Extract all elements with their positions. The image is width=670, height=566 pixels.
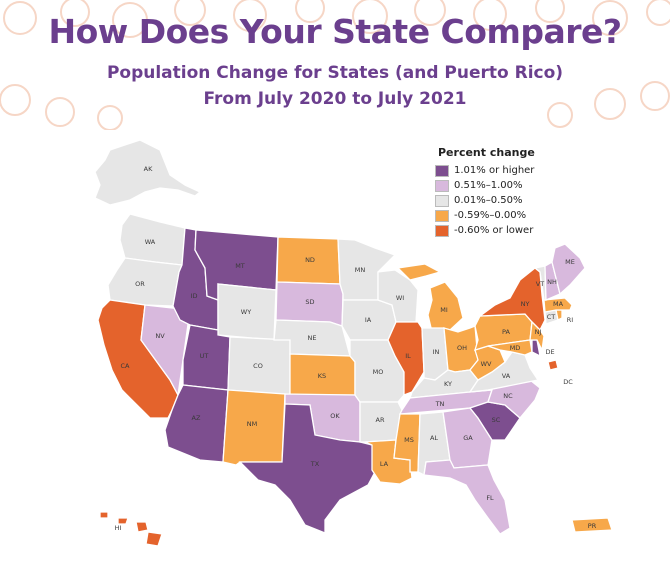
state-VT — [533, 265, 547, 301]
label-FL: FL — [486, 494, 494, 502]
legend-swatch — [435, 164, 449, 177]
legend-title: Percent change — [438, 146, 535, 159]
page-title: How Does Your State Compare? — [48, 12, 622, 51]
state-MA — [543, 297, 573, 313]
label-NJ: NJ — [535, 328, 542, 336]
state-NJ — [529, 320, 545, 353]
label-NY: NY — [521, 300, 530, 308]
state-HI — [99, 511, 163, 547]
legend-swatch — [435, 224, 449, 237]
label-NE: NE — [308, 334, 317, 342]
label-CT: CT — [547, 313, 556, 321]
label-PR: PR — [588, 522, 597, 530]
label-OH: OH — [457, 344, 467, 352]
state-IL — [387, 321, 425, 396]
legend-item: 1.01% or higher — [435, 163, 575, 178]
label-AK: AK — [144, 165, 153, 173]
state-PR — [571, 517, 613, 533]
label-UT: UT — [200, 352, 209, 360]
label-LA: LA — [380, 460, 389, 468]
label-HI: HI — [115, 524, 122, 532]
state-DC — [547, 359, 559, 371]
legend-item: -0.59%–0.00% — [435, 208, 575, 223]
map-legend: Percent change 1.01% or higher 0.51%–1.0… — [435, 146, 575, 238]
label-VA: VA — [502, 372, 511, 380]
legend-swatch — [435, 194, 449, 207]
label-IN: IN — [433, 348, 440, 356]
legend-label: 0.01%–0.50% — [454, 195, 523, 206]
label-NC: NC — [503, 392, 513, 400]
label-SD: SD — [305, 298, 314, 306]
legend-label: -0.60% or lower — [454, 225, 534, 236]
state-FL — [423, 459, 511, 535]
label-AL: AL — [430, 434, 438, 442]
label-ND: ND — [305, 256, 315, 264]
legend-label: 0.51%–1.00% — [454, 180, 523, 191]
label-TX: TX — [310, 460, 320, 468]
state-ME — [551, 243, 586, 296]
label-DC: DC — [563, 378, 573, 386]
label-MN: MN — [355, 266, 366, 274]
label-MA: MA — [553, 300, 564, 308]
label-MO: MO — [373, 368, 384, 376]
label-WV: WV — [481, 360, 492, 368]
legend-label: -0.59%–0.00% — [454, 210, 527, 221]
label-NV: NV — [155, 332, 165, 340]
subtitle-line-2: From July 2020 to July 2021 — [203, 89, 467, 109]
label-DE: DE — [545, 348, 554, 356]
label-MS: MS — [404, 436, 414, 444]
label-OR: OR — [135, 280, 145, 288]
label-IA: IA — [365, 316, 372, 324]
label-WY: WY — [241, 308, 251, 316]
label-OK: OK — [330, 412, 340, 420]
label-WA: WA — [145, 238, 156, 246]
label-VT: VT — [536, 280, 544, 288]
label-GA: GA — [463, 434, 473, 442]
label-ME: ME — [565, 258, 575, 266]
label-MD: MD — [510, 344, 521, 352]
label-SC: SC — [492, 416, 501, 424]
label-RI: RI — [567, 316, 574, 324]
state-TX — [238, 403, 377, 534]
label-MT: MT — [235, 262, 245, 270]
legend-swatch — [435, 179, 449, 192]
label-NH: NH — [547, 278, 557, 286]
label-PA: PA — [502, 328, 511, 336]
legend-item: 0.51%–1.00% — [435, 178, 575, 193]
label-AR: AR — [376, 416, 385, 424]
state-OR — [107, 257, 183, 307]
label-ID: ID — [191, 292, 198, 300]
header-illustration-background — [0, 0, 670, 130]
legend-item: -0.60% or lower — [435, 223, 575, 238]
label-IL: IL — [405, 352, 411, 360]
label-KS: KS — [318, 372, 326, 380]
label-MI: MI — [440, 306, 448, 314]
legend-swatch — [435, 209, 449, 222]
label-WI: WI — [396, 294, 404, 302]
label-KY: KY — [444, 380, 452, 388]
legend-item: 0.01%–0.50% — [435, 193, 575, 208]
legend-label: 1.01% or higher — [454, 165, 535, 176]
subtitle-line-1: Population Change for States (and Puerto… — [106, 63, 564, 83]
label-CO: CO — [253, 362, 263, 370]
label-CA: CA — [121, 362, 131, 370]
label-TN: TN — [435, 400, 445, 408]
label-AZ: AZ — [192, 414, 201, 422]
state-AK — [94, 139, 202, 206]
label-NM: NM — [247, 420, 257, 428]
